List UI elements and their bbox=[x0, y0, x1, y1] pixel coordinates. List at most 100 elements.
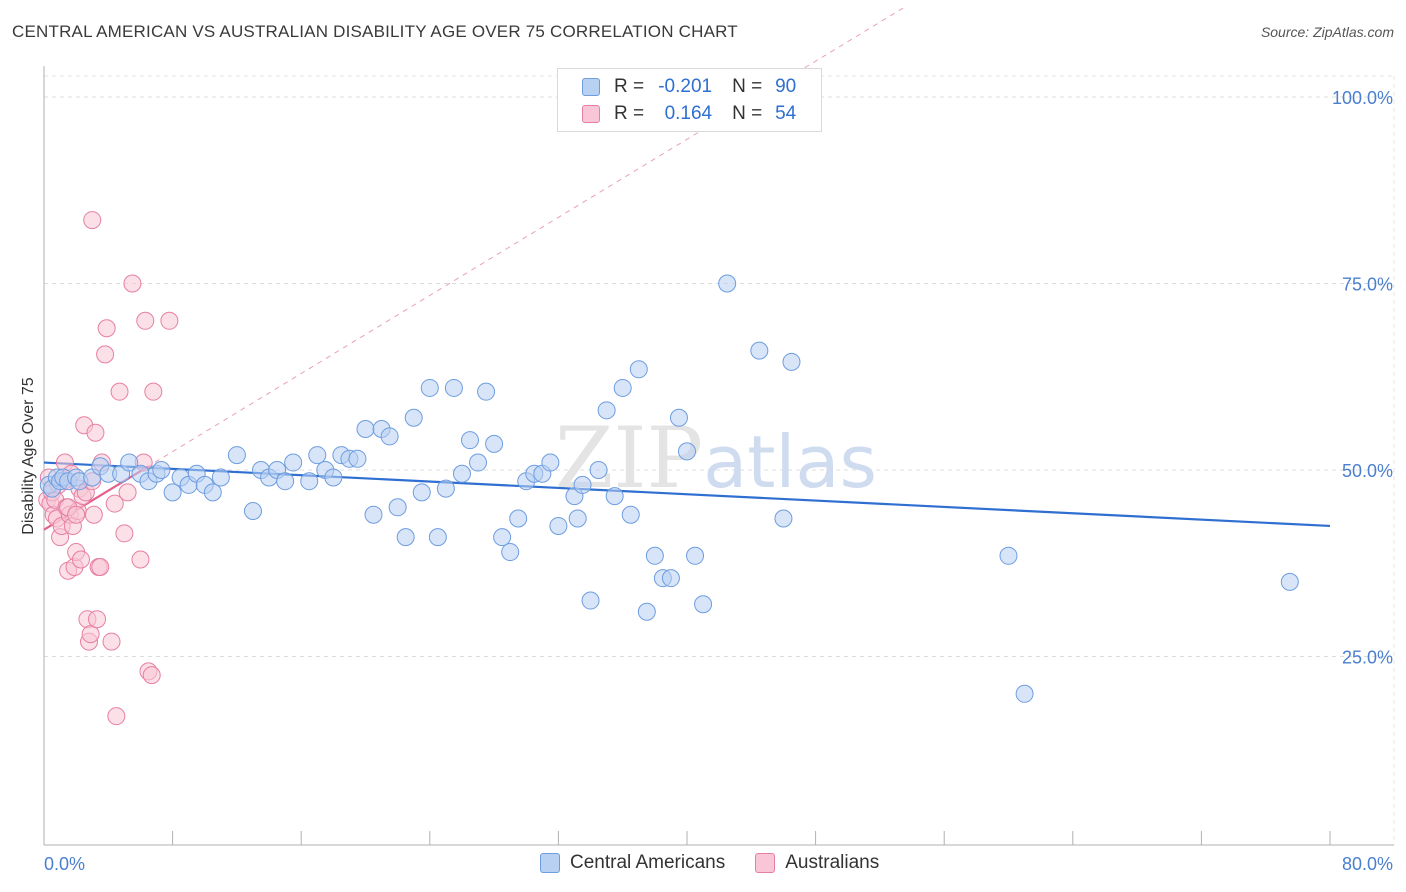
data-point-central-americans bbox=[163, 483, 182, 502]
data-point-central-americans bbox=[645, 546, 664, 565]
data-point-central-americans bbox=[364, 505, 383, 524]
data-point-australians bbox=[144, 382, 163, 401]
bottom-legend-swatch-blue bbox=[540, 853, 560, 873]
data-point-australians bbox=[118, 483, 137, 502]
data-point-central-americans bbox=[637, 602, 656, 621]
data-point-central-americans bbox=[686, 546, 705, 565]
source-label: Source: ZipAtlas.com bbox=[1260, 24, 1394, 40]
data-point-australians bbox=[83, 211, 102, 230]
data-point-central-americans bbox=[999, 546, 1018, 565]
watermark: ZIPatlas bbox=[555, 409, 877, 507]
data-point-central-americans bbox=[1280, 572, 1299, 591]
legend-swatch-blue bbox=[582, 78, 600, 96]
legend-swatch-pink bbox=[582, 105, 600, 123]
data-point-central-americans bbox=[718, 274, 737, 293]
data-point-central-americans bbox=[348, 449, 367, 468]
data-point-central-americans bbox=[444, 378, 463, 397]
data-point-australians bbox=[97, 319, 116, 338]
data-point-australians bbox=[123, 274, 142, 293]
data-point-central-americans bbox=[152, 461, 171, 479]
x-tick-label-min: 0.0% bbox=[44, 854, 85, 874]
data-point-australians bbox=[91, 557, 110, 576]
tick-labels: 25.0% 50.0% 75.0% 100.0% 0.0% 80.0% Disability… bbox=[20, 88, 1393, 874]
data-point-central-americans bbox=[284, 453, 303, 472]
data-point-central-americans bbox=[629, 360, 648, 379]
data-point-central-americans bbox=[436, 479, 455, 498]
data-point-australians bbox=[81, 625, 100, 644]
data-point-central-americans bbox=[211, 468, 230, 487]
legend-row-australians: R = 0.164 N = 54 bbox=[558, 101, 796, 127]
legend-box: R = -0.201 N = 90 R = 0.164 N = 54 bbox=[557, 68, 822, 132]
data-point-australians bbox=[142, 666, 161, 685]
legend-n-value: 90 bbox=[775, 76, 797, 97]
data-point-central-americans bbox=[477, 382, 496, 401]
data-point-central-americans bbox=[404, 408, 423, 427]
data-point-central-americans bbox=[396, 528, 415, 547]
data-point-central-americans bbox=[678, 442, 696, 461]
y-tick-label: 50.0% bbox=[1342, 461, 1393, 481]
data-point-australians bbox=[102, 632, 121, 651]
data-point-central-americans bbox=[493, 528, 512, 547]
bottom-legend-label: Central Americans bbox=[570, 852, 726, 873]
x-tick-label-max: 80.0% bbox=[1342, 854, 1393, 874]
data-point-central-americans bbox=[243, 502, 262, 521]
data-point-central-americans bbox=[420, 378, 439, 397]
data-point-australians bbox=[105, 494, 124, 513]
y-tick-label: 75.0% bbox=[1342, 275, 1393, 295]
bottom-legend-label: Australians bbox=[785, 852, 880, 873]
data-point-central-americans bbox=[276, 472, 295, 491]
data-point-australians bbox=[107, 707, 126, 726]
data-point-central-americans bbox=[388, 498, 407, 517]
bottom-legend-item-central-americans: Central Americans bbox=[540, 852, 725, 874]
axes bbox=[43, 66, 1394, 846]
data-point-australians bbox=[71, 550, 90, 569]
data-point-central-americans bbox=[782, 352, 801, 371]
data-point-central-americans bbox=[694, 595, 713, 614]
data-point-australians bbox=[160, 311, 179, 330]
data-point-central-americans bbox=[1015, 684, 1034, 703]
data-point-central-americans bbox=[227, 446, 246, 465]
chart-title: CENTRAL AMERICAN VS AUSTRALIAN DISABILIT… bbox=[12, 22, 738, 41]
data-point-australians bbox=[115, 524, 134, 543]
data-point-central-americans bbox=[412, 483, 431, 502]
legend-r-value: 0.164 bbox=[664, 103, 713, 124]
legend-r-value: -0.201 bbox=[658, 76, 713, 97]
data-point-central-americans bbox=[380, 427, 399, 446]
watermark-text: ZIPatlas bbox=[555, 409, 877, 507]
data-point-central-americans bbox=[460, 431, 479, 450]
data-point-central-americans bbox=[308, 446, 327, 465]
data-point-australians bbox=[67, 505, 86, 524]
data-point-central-americans bbox=[669, 408, 688, 427]
data-point-australians bbox=[110, 382, 129, 401]
legend-row-central-americans: R = -0.201 N = 90 bbox=[558, 74, 796, 100]
data-point-central-americans bbox=[541, 453, 560, 472]
data-point-australians bbox=[86, 423, 105, 442]
data-point-central-americans bbox=[568, 509, 587, 528]
data-point-central-americans bbox=[356, 419, 375, 438]
data-point-central-americans bbox=[589, 461, 608, 479]
data-point-australians bbox=[131, 550, 150, 569]
legend-n-label: N = bbox=[732, 103, 763, 124]
data-point-central-americans bbox=[203, 483, 222, 502]
data-point-australians bbox=[96, 345, 115, 364]
data-point-central-americans bbox=[324, 468, 343, 487]
data-point-central-americans bbox=[750, 341, 769, 360]
data-point-central-americans bbox=[661, 569, 680, 588]
data-point-central-americans bbox=[452, 464, 471, 483]
legend-n-value: 54 bbox=[775, 103, 797, 124]
data-point-central-americans bbox=[428, 528, 447, 547]
data-point-central-americans bbox=[549, 516, 568, 535]
data-point-central-americans bbox=[621, 505, 640, 524]
bottom-legend-item-australians: Australians bbox=[755, 852, 879, 874]
data-point-central-americans bbox=[613, 378, 632, 397]
data-point-australians bbox=[84, 505, 103, 524]
legend-n-label: N = bbox=[732, 76, 763, 97]
data-point-central-americans bbox=[501, 543, 520, 562]
data-point-australians bbox=[88, 610, 107, 629]
data-point-central-americans bbox=[300, 472, 319, 491]
legend-r-label: R = bbox=[614, 76, 645, 97]
y-tick-label: 25.0% bbox=[1342, 648, 1393, 668]
data-point-central-americans bbox=[469, 453, 488, 472]
data-point-central-americans bbox=[120, 453, 139, 472]
